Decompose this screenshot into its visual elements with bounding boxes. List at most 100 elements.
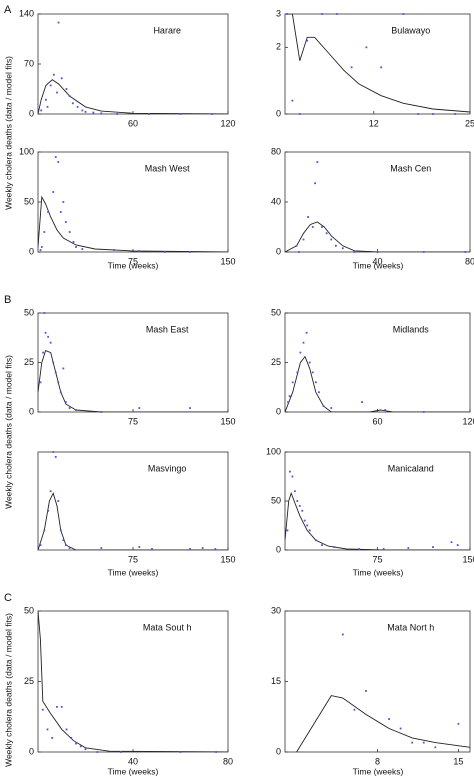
model-curve bbox=[38, 611, 228, 752]
data-point bbox=[311, 226, 314, 228]
data-point bbox=[314, 381, 317, 384]
data-point bbox=[382, 548, 385, 550]
x-tick-label: 25 bbox=[465, 118, 474, 128]
x-tick-label: 15 bbox=[453, 756, 463, 766]
data-point bbox=[311, 371, 314, 374]
x-tick-label: 150 bbox=[220, 554, 235, 564]
x-tick-label: 60 bbox=[128, 118, 138, 128]
data-point bbox=[100, 547, 103, 549]
data-point bbox=[298, 113, 301, 115]
data-point bbox=[298, 505, 301, 507]
data-point bbox=[64, 401, 67, 403]
data-point bbox=[72, 241, 75, 243]
model-curve bbox=[285, 491, 470, 550]
section-label: C bbox=[4, 592, 12, 604]
plot-frame bbox=[284, 13, 471, 115]
data-point bbox=[353, 251, 356, 253]
x-axis-label: Time (weeks) bbox=[353, 766, 404, 776]
data-point bbox=[39, 249, 42, 251]
plot-frame bbox=[37, 312, 229, 413]
data-point bbox=[54, 456, 57, 458]
data-point bbox=[52, 191, 55, 193]
data-point bbox=[51, 737, 54, 739]
data-point bbox=[380, 66, 383, 69]
data-point bbox=[417, 113, 420, 115]
x-tick-label: 60 bbox=[372, 416, 382, 426]
data-point bbox=[62, 539, 65, 542]
data-point bbox=[422, 251, 425, 253]
plot-frame bbox=[284, 610, 471, 753]
data-point bbox=[64, 221, 67, 223]
plot-frame bbox=[37, 610, 229, 753]
data-point bbox=[57, 500, 60, 502]
data-point bbox=[147, 113, 150, 115]
data-point bbox=[59, 391, 62, 394]
x-tick-label: 40 bbox=[372, 256, 382, 266]
y-tick-label: 50 bbox=[24, 307, 34, 317]
data-point bbox=[84, 748, 87, 751]
data-point bbox=[60, 77, 63, 80]
data-point bbox=[75, 246, 77, 248]
data-point bbox=[68, 95, 71, 98]
data-point bbox=[308, 361, 311, 364]
panel-title: Mash West bbox=[145, 163, 190, 173]
panel-title: Mata Nort h bbox=[387, 622, 434, 632]
data-point bbox=[52, 361, 55, 364]
x-tick-label: 120 bbox=[462, 416, 474, 426]
data-point bbox=[318, 391, 320, 394]
data-point bbox=[68, 547, 71, 549]
model-curve bbox=[287, 14, 470, 113]
data-point bbox=[321, 226, 323, 228]
data-point bbox=[47, 509, 50, 512]
data-point bbox=[286, 529, 289, 532]
data-point bbox=[330, 407, 333, 409]
data-point bbox=[84, 110, 87, 113]
y-tick-label: 50 bbox=[271, 495, 281, 505]
x-tick-label: 75 bbox=[128, 256, 138, 266]
data-point bbox=[434, 746, 437, 749]
data-point bbox=[179, 113, 182, 115]
data-point bbox=[60, 705, 63, 708]
x-tick-label: 80 bbox=[223, 756, 233, 766]
data-point bbox=[45, 98, 47, 101]
data-point bbox=[163, 251, 166, 253]
data-point bbox=[100, 112, 103, 115]
data-point bbox=[59, 211, 62, 213]
data-point bbox=[57, 161, 60, 163]
data-point bbox=[39, 544, 42, 546]
data-point bbox=[113, 249, 115, 251]
data-point bbox=[302, 341, 305, 344]
data-point bbox=[316, 161, 319, 163]
data-point bbox=[341, 633, 344, 636]
data-point bbox=[57, 381, 60, 384]
panel-title: Mash Cen bbox=[390, 163, 431, 173]
data-point bbox=[46, 728, 49, 731]
data-point bbox=[40, 246, 43, 248]
data-point bbox=[303, 519, 306, 522]
plot-frame bbox=[284, 312, 471, 413]
data-point bbox=[120, 751, 123, 753]
data-point bbox=[42, 351, 44, 354]
data-point bbox=[65, 728, 68, 731]
y-tick-label: 100 bbox=[19, 146, 34, 156]
y-tick-label: 0 bbox=[276, 406, 281, 416]
data-point bbox=[464, 251, 467, 253]
data-point bbox=[201, 547, 204, 549]
data-point bbox=[49, 490, 52, 493]
y-tick-label: 100 bbox=[266, 446, 281, 456]
y-tick-label: 140 bbox=[19, 8, 34, 18]
data-point bbox=[81, 248, 84, 250]
data-point bbox=[189, 548, 191, 550]
data-point bbox=[295, 244, 298, 247]
data-point bbox=[189, 251, 191, 253]
data-point bbox=[59, 529, 62, 532]
data-point bbox=[322, 405, 325, 407]
y-axis-label: Weekly cholera deaths (data / model fits… bbox=[3, 355, 13, 509]
data-point bbox=[291, 381, 294, 384]
data-point bbox=[314, 539, 317, 542]
data-point bbox=[321, 13, 323, 15]
y-tick-label: 25 bbox=[24, 357, 34, 367]
x-axis-label: Time (weeks) bbox=[108, 260, 159, 270]
data-point bbox=[47, 211, 50, 213]
panel-title: Harare bbox=[153, 25, 181, 35]
